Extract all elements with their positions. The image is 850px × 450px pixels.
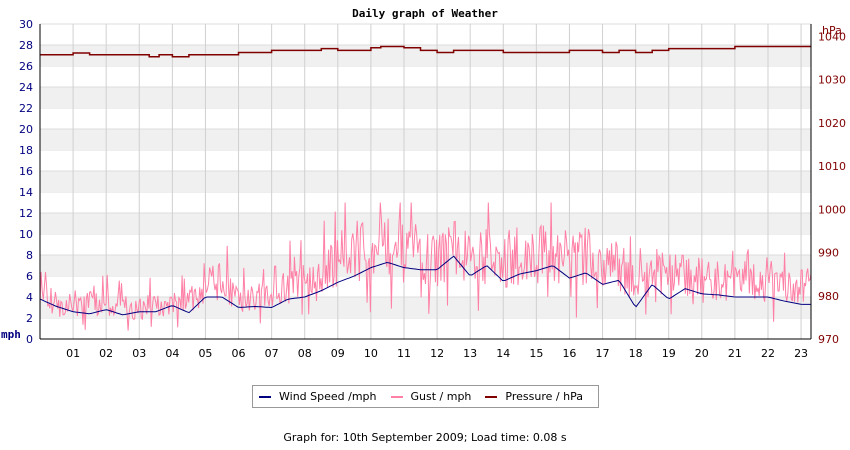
x-tick-label: 01	[66, 347, 80, 360]
x-tick-label: 09	[331, 347, 345, 360]
weather-chart: Daily graph of Weather 02468101214161820…	[1, 7, 846, 360]
grid-band	[40, 45, 811, 66]
left-tick-label: 0	[26, 333, 33, 346]
grid-band	[40, 171, 811, 192]
grid-band	[40, 297, 811, 318]
left-tick-label: 14	[19, 186, 33, 199]
x-tick-label: 02	[99, 347, 113, 360]
legend-label-wind-speed: Wind Speed /mph	[279, 390, 377, 403]
left-tick-label: 30	[19, 18, 33, 31]
left-tick-label: 26	[19, 60, 33, 73]
legend-item-wind-speed: Wind Speed /mph	[259, 390, 377, 403]
right-axis-ticks: 970 980 990 1000 1010 1020 1030 1040	[818, 31, 846, 346]
right-tick-label: 1010	[818, 160, 846, 173]
left-tick-label: 18	[19, 144, 33, 157]
vertical-gridlines	[72, 24, 802, 339]
x-tick-label: 17	[596, 347, 610, 360]
series-gust	[39, 202, 812, 331]
x-tick-label: 16	[562, 347, 576, 360]
x-axis-ticks: 01 02 03 04 05 06 07 08 09 10 11 12 13 14 15 16 17 18 19 20…	[66, 347, 808, 360]
right-tick-label: 990	[818, 247, 839, 260]
series-layer	[39, 45, 812, 331]
grid-band	[40, 129, 811, 150]
x-tick-label: 21	[728, 347, 742, 360]
right-tick-label: 980	[818, 290, 839, 303]
legend-label-pressure: Pressure / hPa	[505, 390, 583, 403]
x-tick-label: 10	[364, 347, 378, 360]
left-axis-unit: mph	[1, 328, 21, 341]
left-tick-label: 2	[26, 312, 33, 325]
series-wind-speed	[39, 255, 811, 316]
right-tick-label: 1040	[818, 31, 846, 44]
legend-swatch-gust	[390, 395, 403, 398]
left-tick-label: 16	[19, 165, 33, 178]
x-tick-label: 07	[265, 347, 279, 360]
left-tick-label: 20	[19, 123, 33, 136]
graph-footer: Graph for: 10th September 2009; Load tim…	[283, 431, 567, 444]
legend-item-gust: Gust / mph	[390, 390, 472, 403]
x-tick-label: 13	[463, 347, 477, 360]
legend-swatch-pressure	[485, 395, 498, 398]
x-tick-label: 18	[629, 347, 643, 360]
left-tick-label: 10	[19, 228, 33, 241]
x-tick-label: 12	[430, 347, 444, 360]
x-tick-label: 20	[695, 347, 709, 360]
x-tick-label: 06	[232, 347, 246, 360]
legend-label-gust: Gust / mph	[410, 390, 472, 403]
right-axis-unit: hPa	[822, 24, 842, 37]
left-tick-label: 6	[26, 270, 33, 283]
right-tick-label: 1000	[818, 203, 846, 216]
left-tick-label: 28	[19, 39, 33, 52]
left-tick-label: 4	[26, 291, 33, 304]
left-tick-label: 24	[19, 81, 33, 94]
grid-band	[40, 87, 811, 108]
right-tick-label: 1030	[818, 74, 846, 87]
x-tick-label: 19	[662, 347, 676, 360]
x-tick-label: 14	[496, 347, 510, 360]
series-pressure	[40, 45, 811, 58]
grid-band	[40, 213, 811, 234]
legend-item-pressure: Pressure / hPa	[485, 390, 583, 403]
x-tick-label: 04	[165, 347, 179, 360]
left-tick-label: 22	[19, 102, 33, 115]
left-tick-label: 8	[26, 249, 33, 262]
chart-title: Daily graph of Weather	[352, 7, 498, 20]
chart-legend: Wind Speed /mph Gust / mph Pressure / hP…	[252, 385, 599, 408]
right-tick-label: 970	[818, 333, 839, 346]
x-tick-label: 08	[298, 347, 312, 360]
x-tick-label: 05	[198, 347, 212, 360]
left-tick-label: 12	[19, 207, 33, 220]
x-tick-label: 22	[761, 347, 775, 360]
right-tick-label: 1020	[818, 117, 846, 130]
x-tick-label: 23	[794, 347, 808, 360]
x-tick-label: 15	[529, 347, 543, 360]
x-tick-label: 03	[132, 347, 146, 360]
x-tick-label: 11	[397, 347, 411, 360]
legend-swatch-wind-speed	[259, 395, 271, 398]
grid-bands	[40, 23, 811, 319]
